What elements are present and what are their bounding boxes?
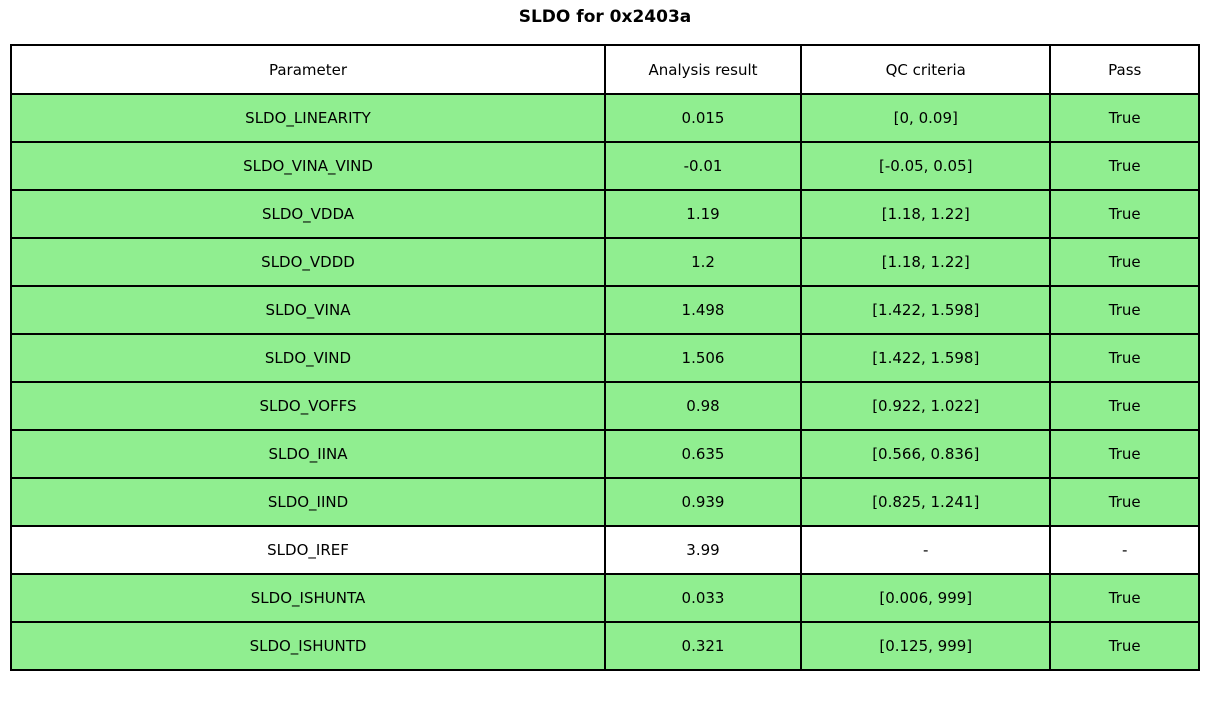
cell-qc-criteria: [1.18, 1.22] xyxy=(800,189,1052,239)
qc-results-table: Parameter Analysis result QC criteria Pa… xyxy=(10,44,1200,671)
cell-pass: True xyxy=(1049,621,1200,671)
cell-pass: True xyxy=(1049,141,1200,191)
cell-parameter: SLDO_ISHUNTA xyxy=(10,573,606,623)
header-row: Parameter Analysis result QC criteria Pa… xyxy=(10,44,1200,95)
cell-pass: True xyxy=(1049,237,1200,287)
cell-analysis-result: -0.01 xyxy=(603,141,803,191)
cell-pass: True xyxy=(1049,285,1200,335)
cell-qc-criteria: [0.566, 0.836] xyxy=(800,429,1052,479)
cell-pass: True xyxy=(1049,429,1200,479)
table-row: SLDO_IINA 0.635 [0.566, 0.836] True xyxy=(10,429,1200,479)
table-row: SLDO_ISHUNTA 0.033 [0.006, 999] True xyxy=(10,573,1200,623)
cell-analysis-result: 1.506 xyxy=(603,333,803,383)
cell-qc-criteria: [1.18, 1.22] xyxy=(800,237,1052,287)
table-row: SLDO_VINA 1.498 [1.422, 1.598] True xyxy=(10,285,1200,335)
cell-parameter: SLDO_VOFFS xyxy=(10,381,606,431)
cell-qc-criteria: [0.006, 999] xyxy=(800,573,1052,623)
column-header-qc-criteria: QC criteria xyxy=(800,44,1052,95)
cell-qc-criteria: [0.125, 999] xyxy=(800,621,1052,671)
cell-analysis-result: 0.015 xyxy=(603,93,803,143)
cell-qc-criteria: [-0.05, 0.05] xyxy=(800,141,1052,191)
cell-parameter: SLDO_IIND xyxy=(10,477,606,527)
table-row: SLDO_LINEARITY 0.015 [0, 0.09] True xyxy=(10,93,1200,143)
table-row: SLDO_IREF 3.99- - xyxy=(10,525,1200,575)
column-header-analysis-result: Analysis result xyxy=(603,44,803,95)
cell-qc-criteria: [1.422, 1.598] xyxy=(800,285,1052,335)
cell-qc-criteria: [0.825, 1.241] xyxy=(800,477,1052,527)
cell-pass: True xyxy=(1049,189,1200,239)
table-row: SLDO_IIND 0.939 [0.825, 1.241] True xyxy=(10,477,1200,527)
cell-analysis-result: 0.98 xyxy=(603,381,803,431)
cell-parameter: SLDO_ISHUNTD xyxy=(10,621,606,671)
cell-qc-criteria: - xyxy=(800,525,1052,575)
cell-qc-criteria: [0, 0.09] xyxy=(800,93,1052,143)
cell-qc-criteria: [0.922, 1.022] xyxy=(800,381,1052,431)
cell-parameter: SLDO_VDDA xyxy=(10,189,606,239)
table-row: SLDO_VOFFS 0.98 [0.922, 1.022] True xyxy=(10,381,1200,431)
cell-pass: True xyxy=(1049,93,1200,143)
cell-parameter: SLDO_LINEARITY xyxy=(10,93,606,143)
cell-parameter: SLDO_VDDD xyxy=(10,237,606,287)
table-body: SLDO_LINEARITY 0.015 [0, 0.09] True SLDO_VIN… xyxy=(10,93,1200,671)
table-row: SLDO_VIND 1.506 [1.422, 1.598] True xyxy=(10,333,1200,383)
cell-analysis-result: 1.498 xyxy=(603,285,803,335)
cell-analysis-result: 1.19 xyxy=(603,189,803,239)
cell-qc-criteria: [1.422, 1.598] xyxy=(800,333,1052,383)
cell-pass: True xyxy=(1049,381,1200,431)
table-row: SLDO_VINA_VIND -0.01 [-0.05, 0.05] True xyxy=(10,141,1200,191)
cell-analysis-result: 3.99 xyxy=(603,525,803,575)
cell-parameter: SLDO_IINA xyxy=(10,429,606,479)
cell-analysis-result: 0.033 xyxy=(603,573,803,623)
cell-analysis-result: 1.2 xyxy=(603,237,803,287)
page-title: SLDO for 0x2403a xyxy=(518,7,692,27)
cell-pass: True xyxy=(1049,333,1200,383)
table-row: SLDO_VDDA 1.19 [1.18, 1.22] True xyxy=(10,189,1200,239)
cell-parameter: SLDO_IREF xyxy=(10,525,606,575)
cell-parameter: SLDO_VIND xyxy=(10,333,606,383)
cell-pass: True xyxy=(1049,477,1200,527)
cell-pass: True xyxy=(1049,573,1200,623)
cell-analysis-result: 0.321 xyxy=(603,621,803,671)
table-row: SLDO_VDDD 1.2 [1.18, 1.22] True xyxy=(10,237,1200,287)
cell-parameter: SLDO_VINA_VIND xyxy=(10,141,606,191)
cell-analysis-result: 0.939 xyxy=(603,477,803,527)
cell-parameter: SLDO_VINA xyxy=(10,285,606,335)
cell-analysis-result: 0.635 xyxy=(603,429,803,479)
table-row: SLDO_ISHUNTD 0.321 [0.125, 999] True xyxy=(10,621,1200,671)
cell-pass: - xyxy=(1049,525,1200,575)
column-header-parameter: Parameter xyxy=(10,44,606,95)
column-header-pass: Pass xyxy=(1049,44,1200,95)
table-header: Parameter Analysis result QC criteria Pa… xyxy=(10,44,1200,95)
